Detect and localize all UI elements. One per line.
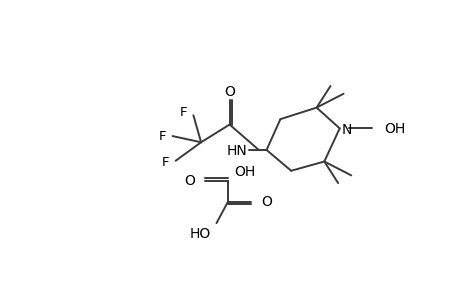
Text: O: O — [261, 195, 271, 208]
Text: F: F — [162, 156, 169, 169]
Text: OH: OH — [384, 122, 405, 136]
Text: O: O — [184, 174, 195, 188]
Text: HO: HO — [190, 227, 211, 241]
Text: OH: OH — [234, 165, 255, 179]
Text: F: F — [159, 130, 166, 142]
Text: HN: HN — [226, 144, 247, 158]
Text: F: F — [179, 106, 187, 119]
Text: N: N — [341, 123, 352, 137]
Text: O: O — [224, 85, 235, 99]
